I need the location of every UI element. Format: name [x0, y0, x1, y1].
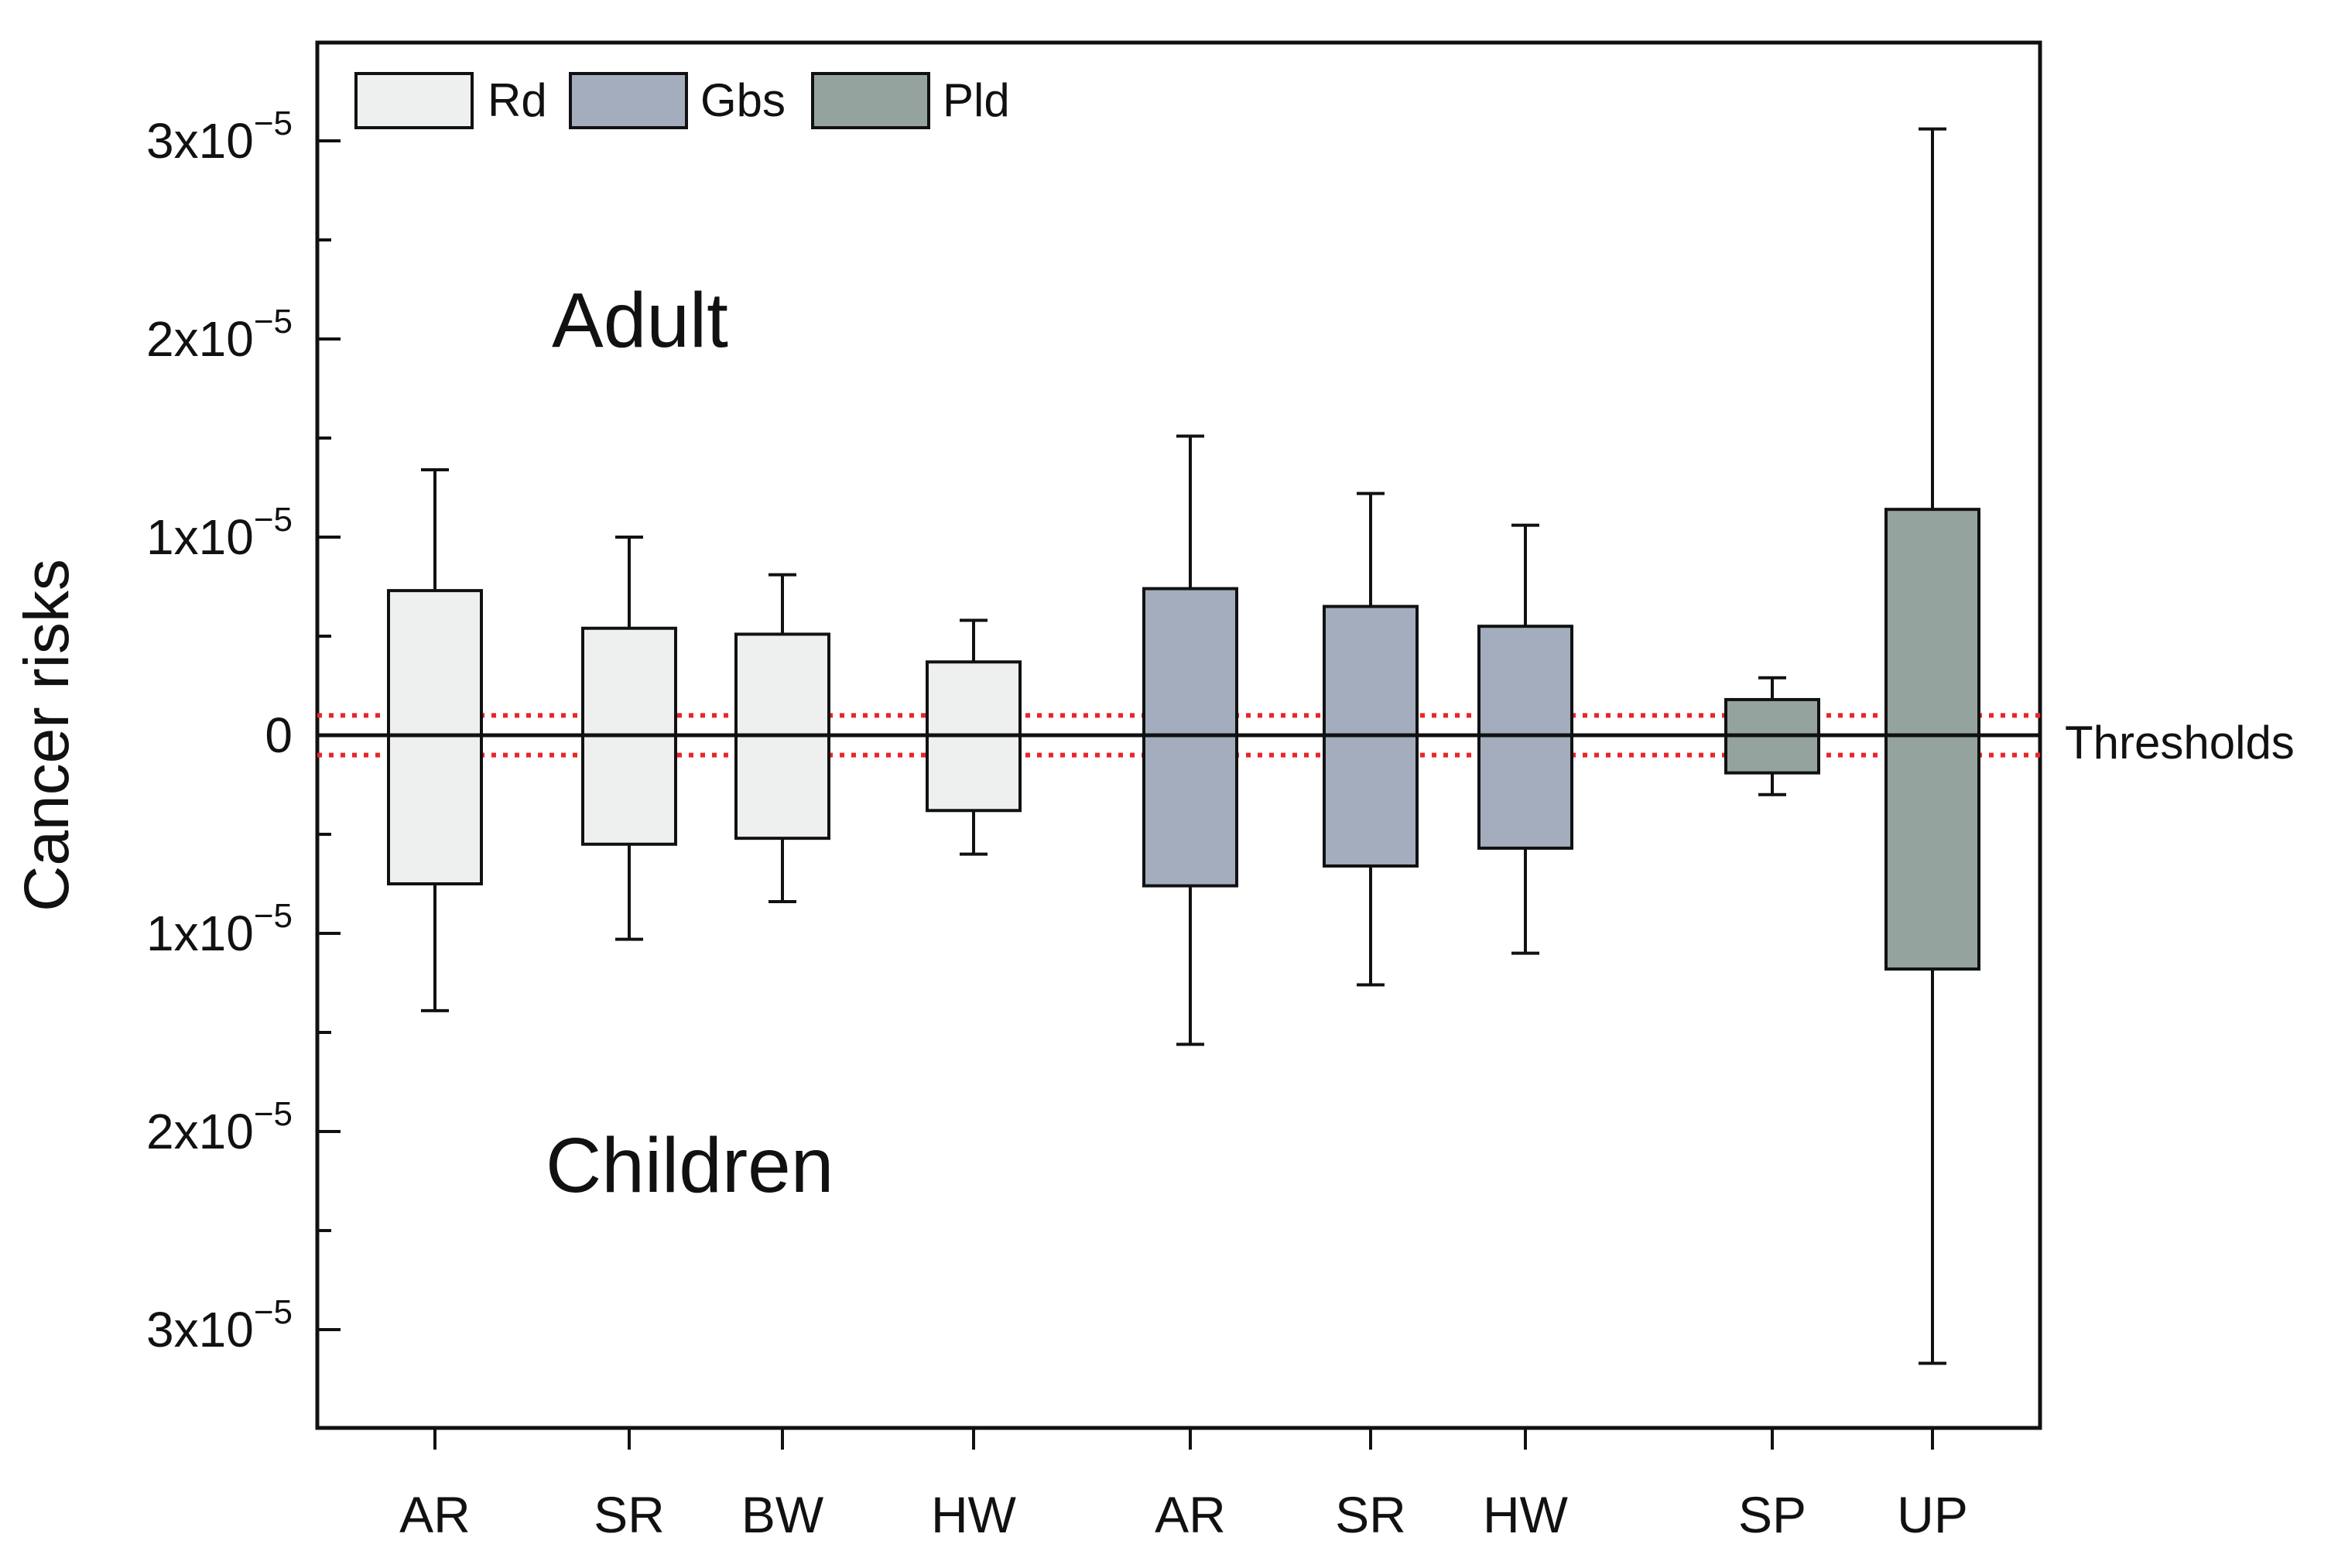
legend-swatch-rd [354, 72, 474, 129]
x-tick-label: HW [1483, 1486, 1569, 1543]
y-tick-label: 2x10−5 [146, 1095, 293, 1159]
x-tick-label: HW [931, 1486, 1017, 1543]
plot-area: 3x10−5 2x10−5 1x10−5 0 1x10−5 2x10−5 3x10−5 AR S… [146, 40, 2042, 1543]
y-tick-label: 1x10−5 [146, 501, 293, 565]
box-gbs-ar [1142, 587, 1238, 888]
box-gbs-hw [1477, 625, 1573, 850]
adult-group-label: Adult [552, 277, 728, 364]
legend-label-rd: Rd [488, 74, 547, 126]
threshold-label: Thresholds [2065, 717, 2295, 769]
x-tick-label: SR [1335, 1486, 1406, 1543]
y-tick-label: 3x10−5 [146, 1293, 293, 1357]
x-tick-label: SP [1738, 1486, 1806, 1543]
children-group-label: Children [546, 1122, 834, 1209]
legend-swatch-gbs [569, 72, 688, 129]
y-tick-label: 3x10−5 [146, 104, 293, 169]
legend-label-pld: Pld [943, 74, 1010, 126]
x-tick-label: AR [399, 1486, 471, 1543]
y-axis-label: Cancer risks [12, 559, 82, 912]
y-tick-label: 2x10−5 [146, 303, 293, 367]
x-tick-label: UP [1897, 1486, 1968, 1543]
x-tick-label: AR [1155, 1486, 1226, 1543]
legend-swatch-pld [811, 72, 930, 129]
legend-label-gbs: Gbs [700, 74, 786, 126]
x-tick-label: BW [741, 1486, 824, 1543]
x-tick-label: SR [594, 1486, 665, 1543]
box-pld-up [1884, 508, 1980, 971]
y-tick-label: 1x10−5 [146, 897, 293, 961]
box-rd-ar [387, 589, 483, 885]
y-tick-label: 0 [265, 707, 293, 763]
